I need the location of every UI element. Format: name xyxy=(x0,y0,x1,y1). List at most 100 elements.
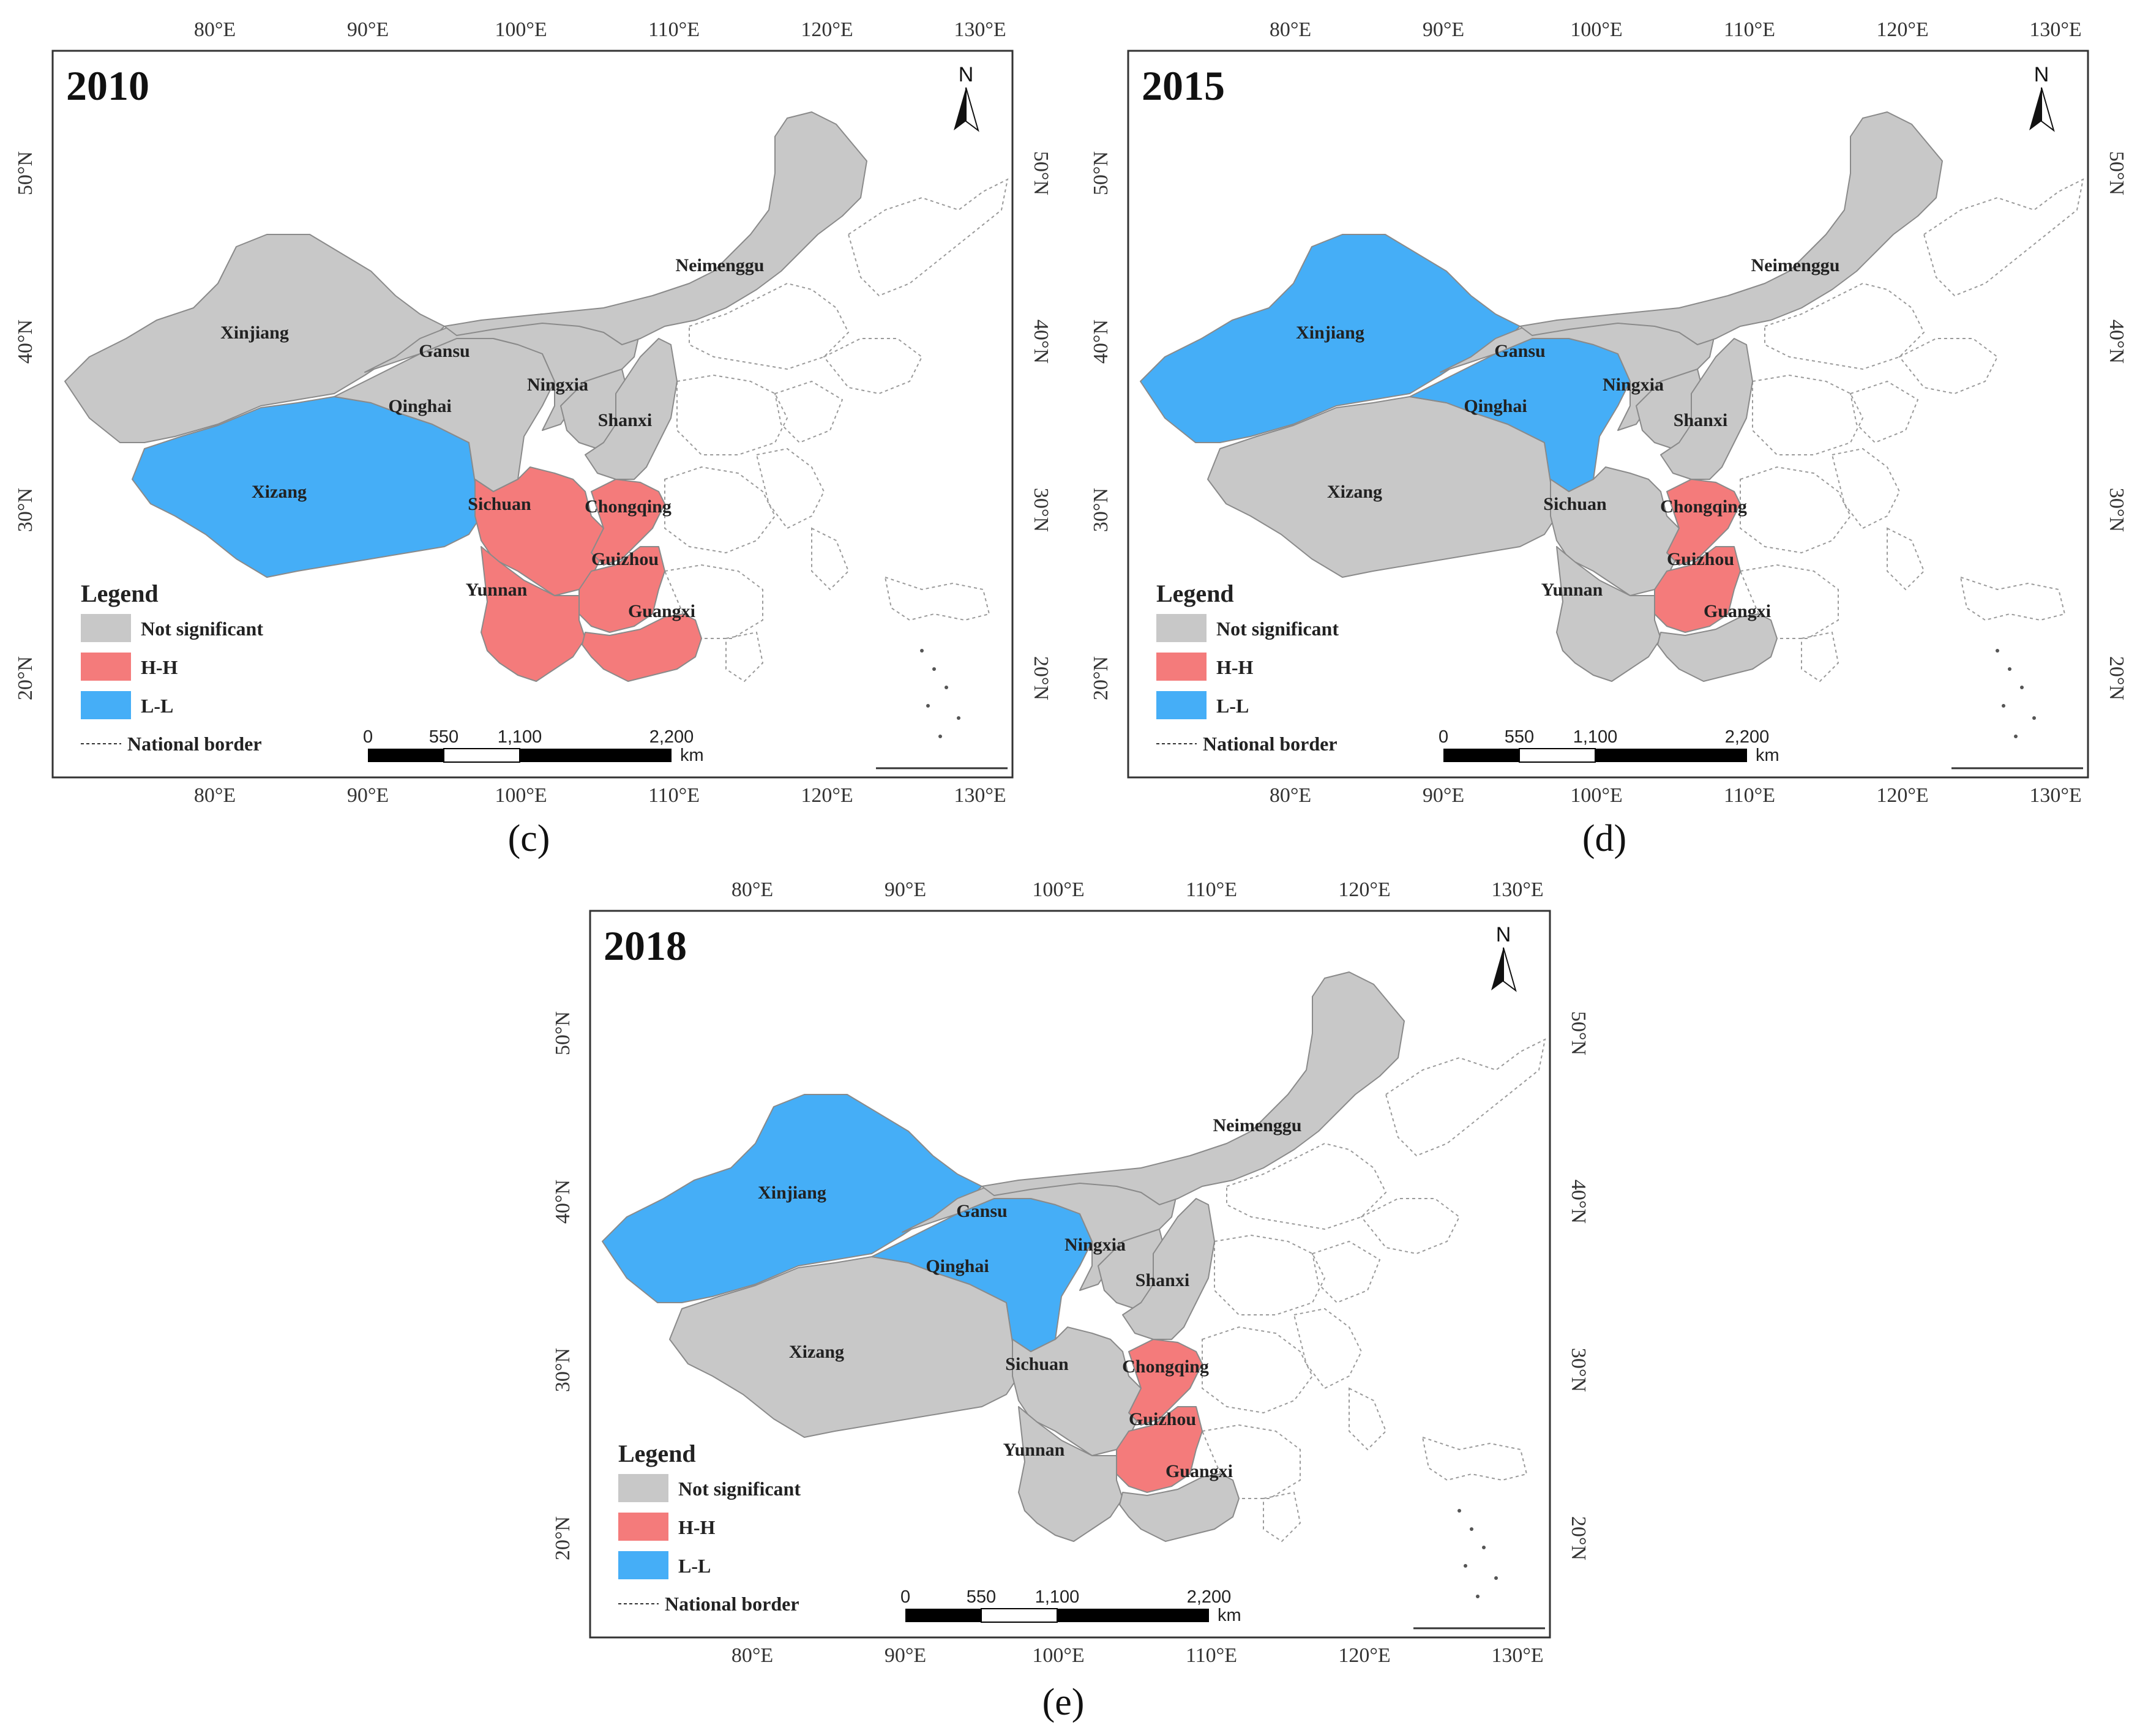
legend-border-label: National border xyxy=(127,733,262,755)
lat-label-right: 20°N xyxy=(1567,1516,1590,1560)
lon-label-bottom: 110°E xyxy=(1186,1644,1237,1667)
legend-item: L-L xyxy=(141,695,173,717)
scale-tick: 2,200 xyxy=(1187,1587,1232,1607)
legend-title: Legend xyxy=(81,580,159,607)
scale-tick: 0 xyxy=(900,1587,910,1607)
legend-swatch xyxy=(1156,614,1207,642)
lon-label-bottom: 110°E xyxy=(1724,784,1775,807)
province-label-yunnan: Yunnan xyxy=(1541,580,1603,600)
east-province-outline xyxy=(1202,1326,1314,1414)
lon-label-top: 130°E xyxy=(2029,18,2081,41)
scale-tick: 1,100 xyxy=(1035,1587,1080,1607)
map-content: Xinjiang Xizang Qinghai Gansu Neimenggu Ningx… xyxy=(602,922,1546,1629)
scale-seg xyxy=(368,749,444,762)
legend-item: L-L xyxy=(1216,695,1249,717)
lat-label-right: 20°N xyxy=(2105,656,2128,700)
province-xizang xyxy=(669,1256,1019,1438)
lon-label-top: 80°E xyxy=(1270,18,1311,41)
legend-swatch xyxy=(618,1551,668,1579)
east-province-outline xyxy=(1385,1038,1546,1157)
lon-label-top: 120°E xyxy=(1876,18,1928,41)
island-dot xyxy=(2002,704,2005,708)
east-province-outline xyxy=(1740,466,1852,554)
lon-label-top: 110°E xyxy=(648,18,700,41)
lat-label-right: 30°N xyxy=(1030,488,1052,532)
province-label-chongqing: Chongqing xyxy=(585,496,672,517)
province-shanxi xyxy=(1122,1198,1215,1340)
lon-label-bottom: 100°E xyxy=(1570,784,1622,807)
lat-label-left: 50°N xyxy=(1090,151,1112,195)
lat-label-left: 30°N xyxy=(14,488,37,532)
map-content: Xinjiang Xizang Qinghai Gansu Neimenggu Ningx… xyxy=(64,62,1009,769)
lat-label-left: 50°N xyxy=(552,1011,574,1055)
legend: Legend Not significant H-H L-L National bord… xyxy=(81,580,263,755)
legend-border-label: National border xyxy=(1203,733,1338,755)
lon-label-bottom: 120°E xyxy=(1876,784,1928,807)
east-province-outline xyxy=(1923,178,2084,297)
province-yunnan xyxy=(1556,546,1661,682)
province-xizang xyxy=(132,396,482,578)
north-arrow-icon: N xyxy=(2029,63,2055,132)
island-dot xyxy=(920,649,924,653)
lat-label-right: 40°N xyxy=(1030,320,1052,364)
island-dot xyxy=(1464,1564,1467,1568)
lat-label-left: 40°N xyxy=(1090,320,1112,364)
scale-seg xyxy=(1443,749,1519,762)
legend-swatch xyxy=(1156,691,1207,719)
province-label-gansu: Gansu xyxy=(419,341,470,361)
legend-item: Not significant xyxy=(1216,618,1339,640)
province-label-xizang: Xizang xyxy=(789,1342,844,1362)
north-arrow-right xyxy=(965,87,979,132)
legend-swatch xyxy=(618,1513,668,1541)
scale-seg xyxy=(905,1609,981,1622)
province-label-qinghai: Qinghai xyxy=(926,1256,989,1276)
lon-label-bottom: 130°E xyxy=(954,784,1006,807)
island-dot xyxy=(1470,1527,1473,1531)
province-label-shanxi: Shanxi xyxy=(1136,1270,1189,1290)
year-title: 2015 xyxy=(1142,62,1225,109)
caption-d: (d) xyxy=(1582,818,1627,859)
legend-item: H-H xyxy=(141,656,178,678)
north-arrow-icon: N xyxy=(1491,923,1517,992)
island-dot xyxy=(945,686,948,689)
legend-item: H-H xyxy=(678,1516,716,1538)
lon-label-bottom: 80°E xyxy=(194,784,236,807)
province-label-sichuan: Sichuan xyxy=(1543,494,1607,514)
province-label-neimenggu: Neimenggu xyxy=(1213,1115,1302,1136)
lon-label-bottom: 120°E xyxy=(801,784,853,807)
province-chongqing xyxy=(591,479,665,566)
province-label-chongqing: Chongqing xyxy=(1660,496,1747,517)
province-label-gansu: Gansu xyxy=(956,1201,1007,1221)
north-arrow-right xyxy=(2041,87,2055,132)
lat-label-left: 30°N xyxy=(552,1348,574,1392)
legend: Legend Not significant H-H L-L National bord… xyxy=(618,1440,801,1615)
legend-swatch xyxy=(618,1474,668,1502)
legend-item: Not significant xyxy=(141,618,263,640)
east-province-outline xyxy=(1311,1240,1381,1304)
legend: Legend Not significant H-H L-L National bord… xyxy=(1156,580,1339,755)
lon-label-top: 110°E xyxy=(1724,18,1775,41)
lat-label-right: 20°N xyxy=(1030,656,1052,700)
province-yunnan xyxy=(1018,1406,1123,1542)
province-label-sichuan: Sichuan xyxy=(468,494,531,514)
east-province-outline xyxy=(1214,1234,1326,1315)
province-guangxi xyxy=(1657,613,1778,682)
north-arrow-icon: N xyxy=(954,63,979,132)
scale-seg xyxy=(981,1608,1058,1623)
lon-label-top: 120°E xyxy=(1338,878,1390,901)
lat-label-right: 30°N xyxy=(2105,488,2128,532)
scale-tick: 1,100 xyxy=(498,727,542,747)
map-panel-2010: 80°E 80°E 90°E 90°E 100°E 100°E 110°E 110°E 120°… xyxy=(0,0,1052,807)
lon-label-top: 110°E xyxy=(1186,878,1237,901)
lat-label-left: 20°N xyxy=(552,1516,574,1560)
east-province-outline xyxy=(676,374,788,455)
scale-seg xyxy=(443,748,520,763)
province-label-xinjiang: Xinjiang xyxy=(758,1183,826,1203)
province-xinjiang xyxy=(602,1094,982,1303)
map-svg: 80°E 80°E 90°E 90°E 100°E 100°E 110°E 110°E 120°… xyxy=(14,18,1052,807)
province-label-yunnan: Yunnan xyxy=(466,580,528,600)
scale-seg xyxy=(1595,749,1747,762)
north-arrow-left xyxy=(2029,88,2041,130)
